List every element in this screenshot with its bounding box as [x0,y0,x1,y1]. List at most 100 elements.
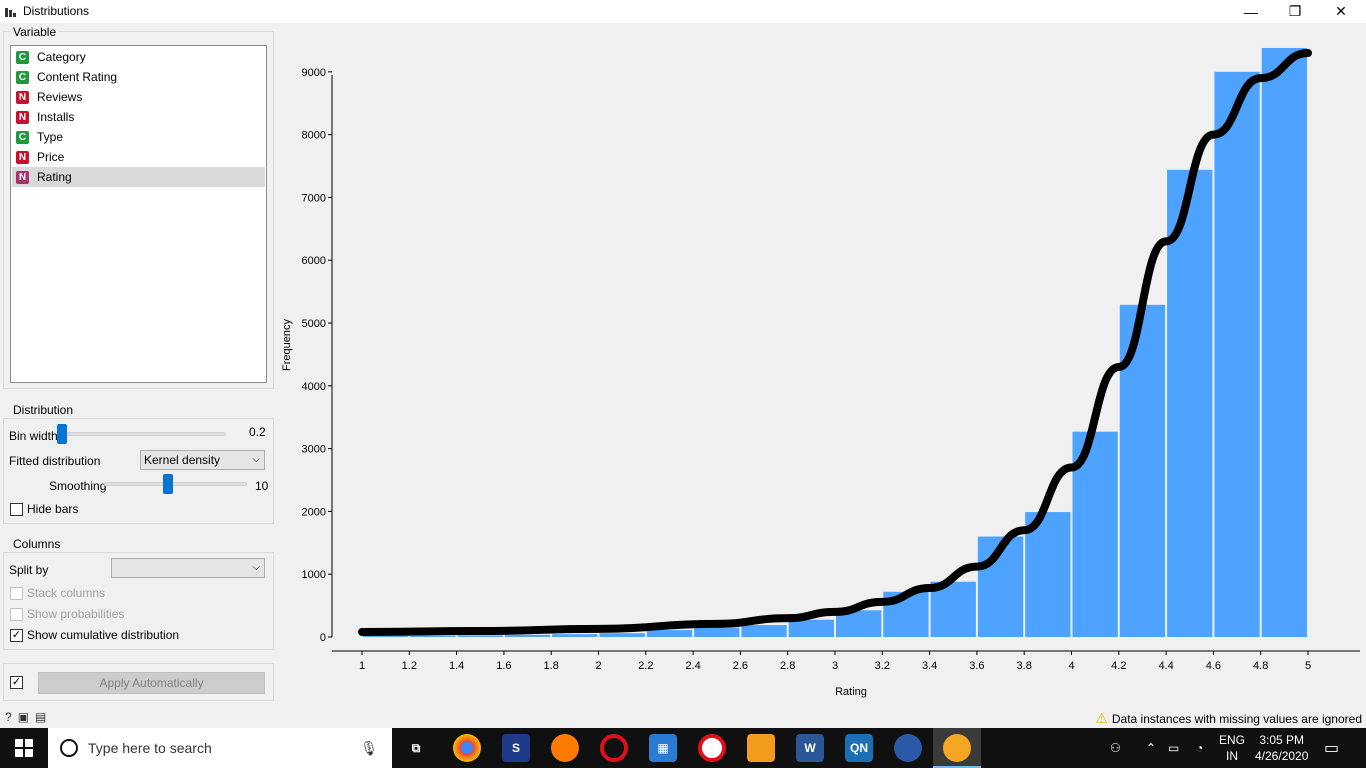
variable-item-label: Rating [37,170,72,184]
histogram-bar [741,625,787,637]
task-view-icon[interactable]: ⧉ [411,740,421,755]
variable-list[interactable]: C Category C Content Rating N Reviews N Install… [10,45,267,383]
y-tick-label: 8000 [302,130,326,142]
histogram-bar [694,627,740,637]
language-label: ENG [1219,733,1246,747]
help-icon[interactable]: ? [5,710,12,724]
chevron-up-icon[interactable]: ⌃ [1146,741,1157,755]
split-by-select[interactable]: ⌵ [111,558,265,578]
uc-browser-icon[interactable] [747,734,775,762]
firefox-icon[interactable] [551,734,579,762]
search-placeholder: Type here to search [88,740,212,756]
warning-icon: ⚠ [1095,710,1108,726]
variable-item[interactable]: C Content Rating [12,67,265,87]
chevron-down-icon: ⌵ [252,562,260,573]
apply-group [3,663,274,701]
variable-item-label: Installs [37,110,75,124]
apply-automatically-checkbox[interactable]: ✓ [10,676,23,689]
x-tick-label: 4 [1068,660,1074,672]
histogram-bar [552,634,598,637]
people-icon[interactable]: ⚇ [1110,741,1121,755]
opera-icon[interactable] [600,734,628,762]
histogram-bar [363,635,409,637]
x-tick-label: 1.8 [544,660,559,672]
distributions-app-icon [5,8,16,17]
taskbar-search[interactable]: Type here to search 🎙 [48,728,392,768]
maximize-button[interactable]: ❐ [1288,3,1302,19]
clock-time: 3:05 PM [1259,733,1305,747]
y-tick-label: 6000 [302,255,326,267]
minimize-button[interactable]: — [1244,3,1258,20]
variable-type-badge: N [16,170,29,184]
x-tick-label: 1.6 [496,660,511,672]
orange-app-icon[interactable] [943,734,971,762]
chrome-icon[interactable] [453,734,481,762]
report-icon[interactable]: ▤ [35,710,47,724]
word-icon[interactable]: W [796,734,824,762]
fitted-distribution-select[interactable]: Kernel density ⌵ [140,450,265,470]
control-panel-icon[interactable]: ▦ [649,734,677,762]
control-panel: Variable C Category C Content Rating N Review… [0,23,280,728]
close-button[interactable]: ✕ [1335,3,1347,19]
clock[interactable]: 3:05 PM 4/26/2020 [1255,728,1308,768]
columns-group-title: Columns [10,537,64,551]
x-tick-label: 2.6 [733,660,748,672]
histogram-bar [504,634,551,637]
fitted-distribution-value: Kernel density [144,453,221,467]
variable-item[interactable]: C Type [12,127,265,147]
qn-app-icon[interactable]: QN [845,734,873,762]
stack-columns-checkbox[interactable] [10,587,23,600]
variable-item-label: Price [37,150,65,164]
show-probabilities-label: Show probabilities [27,607,125,621]
variable-item[interactable]: N Price [12,147,265,167]
variable-item[interactable]: N Rating [12,167,265,187]
columns-group [3,552,274,650]
variable-item[interactable]: N Reviews [12,87,265,107]
variable-item-label: Content Rating [37,70,118,84]
y-tick-label: 3000 [302,444,326,456]
battery-icon[interactable]: ▭ [1168,741,1180,755]
show-cumulative-checkbox[interactable]: ✓ [10,629,23,642]
show-probabilities-checkbox[interactable] [10,608,23,621]
notification-icon[interactable]: ▭ [1324,740,1340,757]
apply-automatically-button[interactable]: Apply Automatically [38,672,265,694]
save-icon[interactable]: ▣ [17,710,30,724]
smoothing-slider-track[interactable] [104,482,247,486]
windows-start-icon[interactable] [0,728,48,768]
show-cumulative-label: Show cumulative distribution [27,628,180,642]
taskbar: Type here to search 🎙 ⧉ S ▦ W QN ⚇ ⌃ ▭ ◔… [0,728,1366,768]
wifi-icon[interactable]: ◔ [1196,741,1204,755]
help-lifebuoy-icon[interactable] [698,734,726,762]
x-tick-label: 4.8 [1253,660,1268,672]
smoothing-label: Smoothing [49,479,107,493]
language-indicator[interactable]: ENG IN [1219,728,1245,768]
bin-width-slider-track[interactable] [58,432,226,436]
variable-item-label: Type [37,130,64,144]
bottom-toolbar: ? ▣ ▤ [5,710,46,726]
cortana-icon [60,739,78,757]
x-tick-label: 1.4 [449,660,464,672]
variable-item[interactable]: C Category [12,47,265,67]
hide-bars-checkbox[interactable] [10,503,23,516]
window-title: Distributions [23,4,90,18]
plot-area: 0 1000 2000 3000 4000 5000 6000 7000 8000 9000 1 1.… [280,23,1366,703]
bin-width-slider-handle[interactable] [57,424,67,444]
microphone-icon[interactable]: 🎙 [360,739,378,756]
smoothing-slider-handle[interactable] [163,474,173,494]
chevron-down-icon: ⌵ [252,454,260,465]
title-bar: Distributions — ❐ ✕ [0,0,1366,23]
bin-width-label: Bin width [9,429,58,443]
x-tick-label: 3.2 [875,660,890,672]
histogram-bar [410,635,456,637]
variable-item[interactable]: N Installs [12,107,265,127]
x-tick-label: 3 [832,660,838,672]
x-tick-label: 4.2 [1111,660,1126,672]
bin-width-value: 0.2 [249,425,266,439]
variable-type-badge: C [16,130,29,144]
x-tick-label: 2.2 [638,660,653,672]
histogram-bar [1214,71,1260,637]
bird-app-icon[interactable] [894,734,922,762]
variable-type-badge: N [16,90,29,104]
cumulative-distribution-curve [358,49,1312,636]
app-s-icon[interactable]: S [502,734,530,762]
